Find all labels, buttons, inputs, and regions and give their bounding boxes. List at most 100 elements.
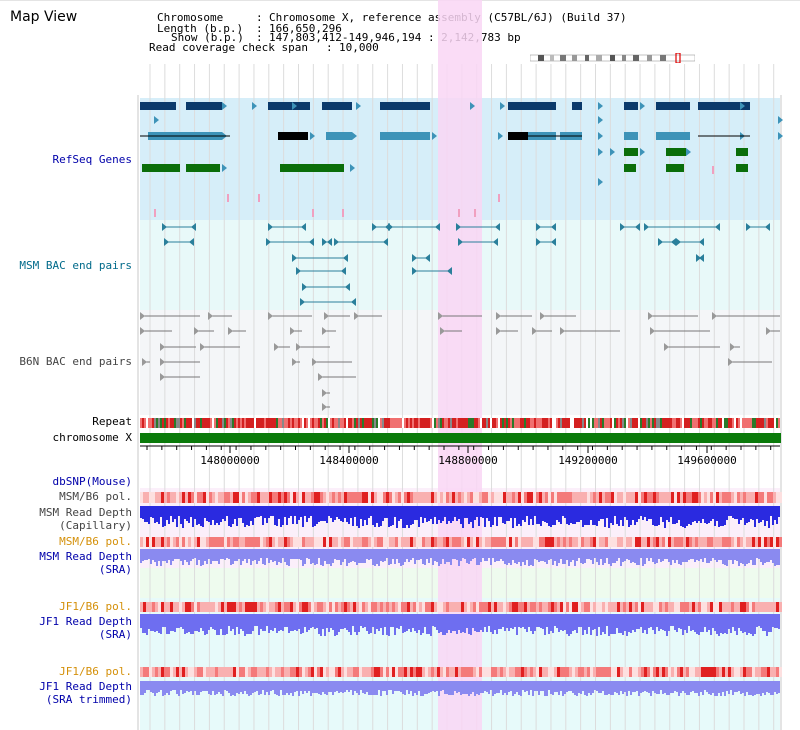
msm-b6-pol-bin (236, 537, 239, 547)
dbsnp-label[interactable]: dbSNP(Mouse) (52, 475, 132, 488)
msm-b6-pol-label-1[interactable]: MSM/B6 pol. (59, 490, 132, 503)
jf1-sra-depth-bin (610, 614, 612, 634)
msm-b6-pol-bin (203, 537, 206, 547)
msm-read-depth-capillary-label-1[interactable]: MSM Read Depth (39, 506, 132, 519)
msm-b6-pol-bin (374, 537, 377, 547)
msm-b6-pol-bin (683, 537, 686, 547)
repeat-bin (422, 418, 424, 428)
msm-sra-depth-bin (404, 549, 406, 562)
jf1-sra-depth-bin (468, 614, 470, 634)
jf1-read-depth-trimmed-label-1[interactable]: JF1 Read Depth (39, 680, 132, 693)
msm-b6-pol-bin (440, 537, 443, 547)
msm-capillary-depth-bin (496, 506, 498, 526)
msm-capillary-depth-bin (644, 506, 646, 517)
jf1-b6-pol-label-2[interactable]: JF1/B6 pol. (59, 665, 132, 678)
msm-b6-pol-label-2[interactable]: MSM/B6 pol. (59, 535, 132, 548)
msm-bac-end-pairs-label[interactable]: MSM BAC end pairs (19, 259, 132, 272)
jf1-sra-depth-bin (756, 614, 758, 627)
msm-b6-pol-bin (743, 537, 746, 547)
repeat-bin (342, 418, 344, 428)
jf1-read-depth-sra-label-1[interactable]: JF1 Read Depth (39, 615, 132, 628)
jf1-b6-pol-bin (197, 602, 200, 612)
jf1-sra-depth-bin (484, 614, 486, 627)
msm-capillary-depth-bin (576, 506, 578, 522)
jf1-b6-pol-bin (674, 602, 677, 612)
msm-capillary-depth-bin (688, 506, 690, 524)
jf1-trimmed-depth-bin (396, 681, 398, 691)
jf1-b6-pol-bin (296, 602, 299, 612)
jf1-sra-depth-bin (256, 614, 258, 626)
bac-end (765, 223, 770, 231)
msm-sra-depth-bin (592, 549, 594, 564)
msm-capillary-depth-bin (220, 506, 222, 522)
msm-sra-depth-bin (728, 549, 730, 560)
msm-sra-depth-bin (312, 549, 314, 563)
repeat-bin (674, 418, 676, 428)
msm-capillary-depth-bin (250, 506, 252, 521)
msm-b6-pol-bin (302, 537, 305, 547)
msm-b6-pol-bin (440, 492, 443, 503)
msm-capillary-depth-bin (170, 506, 172, 516)
msm-sra-depth-bin (676, 549, 678, 560)
jf1-b6-pol-bin (542, 667, 545, 677)
jf1-b6-pol-bin (533, 602, 536, 612)
jf1-sra-depth-bin (602, 614, 604, 632)
bac-end (327, 238, 332, 246)
jf1-trimmed-depth-bin (162, 681, 164, 696)
jf1-b6-pol-label-1[interactable]: JF1/B6 pol. (59, 600, 132, 613)
msm-capillary-depth-bin (354, 506, 356, 517)
msm-sra-depth-bin (666, 549, 668, 559)
refseq-genes-label[interactable]: RefSeq Genes (52, 153, 132, 166)
jf1-b6-pol-bin (737, 667, 740, 677)
repeat-bin (754, 418, 756, 428)
jf1-b6-pol-bin (653, 602, 656, 612)
jf1-sra-depth-bin (204, 614, 206, 635)
repeat-bin (712, 418, 714, 428)
jf1-trimmed-depth-bin (654, 681, 656, 693)
msm-sra-depth-bin (564, 549, 566, 564)
msm-b6-pol-bin (263, 492, 266, 503)
msm-capillary-depth-bin (330, 506, 332, 518)
msm-capillary-depth-bin (504, 506, 506, 524)
jf1-b6-pol-bin (554, 667, 557, 677)
msm-b6-pol-bin (725, 537, 728, 547)
msm-sra-depth-bin (472, 549, 474, 559)
jf1-b6-pol-bin (359, 667, 362, 677)
jf1-sra-depth-bin (482, 614, 484, 632)
repeat-bin (276, 418, 278, 428)
repeat-bin (486, 418, 488, 428)
jf1-b6-pol-bin (680, 667, 683, 677)
msm-sra-depth-bin (450, 549, 452, 565)
jf1-trimmed-depth-bin (170, 681, 172, 691)
jf1-b6-pol-bin (509, 667, 512, 677)
b6n-bac-end-pairs-label[interactable]: B6N BAC end pairs (19, 355, 132, 368)
jf1-b6-pol-bin (431, 667, 434, 677)
jf1-b6-pol-bin (713, 602, 716, 612)
repeat-bin (214, 418, 216, 428)
msm-capillary-depth-bin (702, 506, 704, 519)
msm-capillary-depth-bin (620, 506, 622, 520)
bac-end (354, 312, 359, 320)
jf1-b6-pol-bin (455, 602, 458, 612)
msm-capillary-depth-bin (710, 506, 712, 521)
msm-b6-pol-bin (641, 492, 644, 503)
msm-capillary-depth-bin (774, 506, 776, 520)
msm-b6-pol-bin (503, 492, 506, 503)
repeat-bin (302, 418, 304, 428)
jf1-trimmed-depth-bin (758, 681, 760, 694)
msm-sra-depth-bin (586, 549, 588, 559)
msm-b6-pol-bin (404, 492, 407, 503)
bac-end (438, 312, 443, 320)
chromosome-ideogram[interactable] (530, 53, 695, 63)
jf1-b6-pol-bin (263, 667, 266, 677)
msm-b6-pol-bin (233, 492, 236, 503)
msm-b6-pol-bin (365, 492, 368, 503)
repeat-bin (508, 418, 510, 428)
repeat-bin (252, 418, 254, 428)
repeat-bin (586, 418, 588, 428)
msm-read-depth-sra-label-1[interactable]: MSM Read Depth (39, 550, 132, 563)
repeat-bin (244, 418, 246, 428)
jf1-sra-depth-bin (542, 614, 544, 629)
msm-capillary-depth-bin (304, 506, 306, 516)
msm-sra-depth-bin (478, 549, 480, 565)
